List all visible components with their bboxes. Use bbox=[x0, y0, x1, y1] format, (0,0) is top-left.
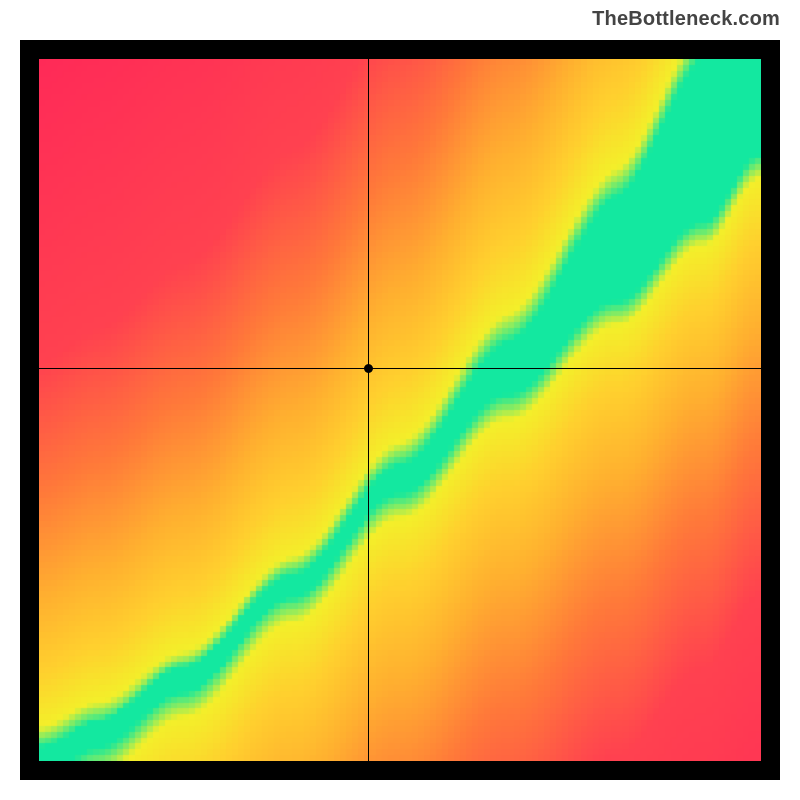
heatmap-canvas bbox=[39, 59, 761, 761]
crosshair-marker bbox=[364, 364, 373, 373]
chart-frame bbox=[20, 40, 780, 780]
crosshair-vertical bbox=[368, 59, 369, 761]
chart-container: TheBottleneck.com bbox=[0, 0, 800, 800]
plot-area bbox=[39, 59, 761, 761]
crosshair-horizontal bbox=[39, 368, 761, 369]
watermark-text: TheBottleneck.com bbox=[592, 8, 780, 31]
